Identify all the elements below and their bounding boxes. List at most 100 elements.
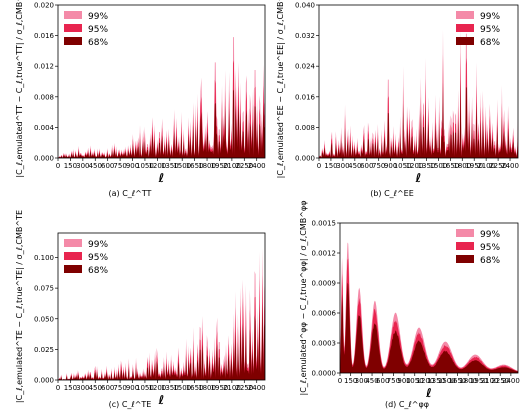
x-tick-label: 450: [348, 162, 361, 170]
x-tick-label: 1800: [459, 377, 477, 385]
legend: 99% 95% 68%: [64, 239, 108, 276]
legend: 99% 95% 68%: [64, 11, 108, 48]
legend-swatch-95: [456, 24, 474, 32]
panel-caption: (a) C_ℓ^TT: [109, 189, 152, 198]
x-tick-label: 600: [360, 162, 373, 170]
y-tick-label: 0.0009: [312, 280, 337, 288]
x-tick-label: 1050: [406, 377, 424, 385]
x-tick-label: 900: [126, 162, 139, 170]
x-tick-label: 0: [317, 162, 321, 170]
legend-label: 99%: [480, 230, 500, 240]
x-tick-label: 900: [126, 384, 139, 392]
y-tick-label: 0.0006: [312, 310, 337, 318]
legend: 99% 95% 68%: [456, 11, 500, 48]
legend-swatch-68: [64, 37, 82, 45]
y-tick-label: 0.000: [295, 155, 315, 163]
y-tick-label: 0.000: [34, 155, 54, 163]
y-tick-label: 0.004: [34, 124, 55, 132]
y-tick-label: 0.020: [34, 2, 54, 10]
x-tick-label: 750: [113, 162, 126, 170]
legend-label: 95%: [88, 253, 108, 263]
band-95: [319, 52, 518, 159]
x-tick-label: 2100: [223, 384, 241, 392]
legend-label: 99%: [480, 12, 500, 22]
x-tick-label: 300: [336, 162, 349, 170]
band-99: [58, 37, 265, 158]
panel-caption: (b) C_ℓ^EE: [370, 189, 414, 198]
y-tick-label: 0.008: [34, 93, 54, 101]
y-tick-label: 0.008: [295, 124, 315, 132]
x-tick-label: 0: [338, 377, 342, 385]
band-68: [340, 282, 518, 373]
x-tick-label: 1350: [427, 377, 445, 385]
x-tick-label: 1050: [136, 384, 154, 392]
x-tick-label: 1650: [441, 162, 459, 170]
legend-swatch-99: [456, 11, 474, 19]
y-tick-label: 0.016: [295, 93, 316, 101]
x-tick-label: 1800: [453, 162, 471, 170]
x-tick-label: 1200: [148, 384, 166, 392]
x-tick-label: 1200: [417, 377, 435, 385]
x-tick-label: 1500: [438, 377, 456, 385]
x-tick-label: 600: [101, 384, 114, 392]
x-tick-label: 1350: [161, 384, 179, 392]
band-68: [58, 89, 265, 158]
y-tick-label: 0.016: [34, 32, 55, 40]
y-axis-label: |C_ℓ,emulated^TT − C_ℓ,true^TT| / σ_ℓ,CM…: [15, 0, 24, 178]
band-95: [58, 60, 265, 159]
x-tick-label: 1800: [198, 162, 216, 170]
x-tick-label: 1200: [148, 162, 166, 170]
x-axis-label: ℓ: [425, 386, 432, 400]
legend-label: 95%: [88, 25, 108, 35]
x-tick-label: 1350: [161, 162, 179, 170]
plot-frame: [318, 4, 519, 159]
legend-swatch-68: [456, 37, 474, 45]
x-tick-label: 1500: [429, 162, 447, 170]
plot-frame: [57, 232, 266, 381]
x-tick-label: 1800: [198, 384, 216, 392]
legend-label: 95%: [480, 243, 500, 253]
legend-swatch-68: [64, 265, 82, 273]
x-tick-label: 1650: [186, 384, 204, 392]
legend-swatch-99: [456, 229, 474, 237]
legend-swatch-99: [64, 239, 82, 247]
x-tick-label: 450: [89, 162, 102, 170]
y-tick-label: 0.000: [34, 377, 54, 385]
x-tick-label: 600: [376, 377, 389, 385]
y-tick-label: 0.100: [34, 254, 54, 262]
x-tick-label: 300: [76, 162, 89, 170]
y-tick-label: 0.012: [34, 63, 54, 71]
band-68: [319, 79, 518, 158]
legend-label: 95%: [480, 25, 500, 35]
legend: 99% 95% 68%: [456, 229, 500, 266]
x-tick-label: 750: [372, 162, 385, 170]
x-tick-label: 900: [384, 162, 397, 170]
x-tick-label: 0: [56, 162, 60, 170]
x-tick-label: 450: [89, 384, 102, 392]
x-tick-label: 150: [344, 377, 357, 385]
x-tick-label: 1050: [394, 162, 412, 170]
x-tick-label: 150: [324, 162, 337, 170]
x-tick-label: 1200: [406, 162, 424, 170]
x-tick-label: 1050: [136, 162, 154, 170]
y-tick-label: 0.075: [34, 285, 54, 293]
x-tick-label: 2100: [477, 162, 495, 170]
x-axis-label: ℓ: [415, 171, 422, 185]
x-tick-label: 1350: [418, 162, 436, 170]
x-tick-label: 450: [365, 377, 378, 385]
x-tick-label: 1950: [211, 384, 229, 392]
y-tick-label: 0.050: [34, 315, 54, 323]
legend-swatch-95: [64, 24, 82, 32]
panel-caption: (c) C_ℓ^TE: [109, 400, 152, 409]
x-tick-label: 2400: [248, 162, 266, 170]
x-tick-label: 2250: [489, 162, 507, 170]
x-axis-label: ℓ: [158, 393, 165, 407]
plot-frame: [57, 4, 266, 159]
legend-label: 68%: [88, 266, 108, 276]
x-tick-label: 750: [387, 377, 400, 385]
legend-swatch-95: [456, 242, 474, 250]
x-tick-label: 2250: [491, 377, 509, 385]
x-tick-label: 900: [397, 377, 410, 385]
plot-frame: [339, 222, 519, 374]
